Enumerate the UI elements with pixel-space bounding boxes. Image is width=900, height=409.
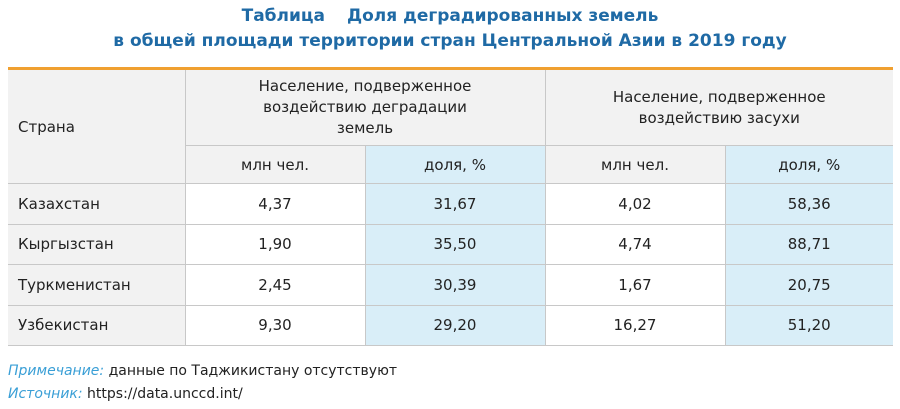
- note-label: Примечание:: [8, 363, 105, 379]
- title-text: Доля деградированных земель: [346, 6, 659, 26]
- country-cell: Узбекистан: [8, 305, 185, 346]
- table-cell: 35,50: [364, 224, 545, 265]
- note-text: данные по Таджикистану отсутствуют: [108, 363, 398, 379]
- country-cell: Казахстан: [8, 183, 185, 225]
- note: Примечание: данные по Таджикистану отсут…: [8, 360, 397, 383]
- header-text: Население, подверженное воздействию дегр…: [258, 77, 472, 137]
- table-row: Туркменистан 2,45 30,39 1,67 20,75: [8, 264, 893, 306]
- title-label: Таблица: [241, 6, 325, 26]
- note: Источник: https://data.unccd.int/: [8, 383, 397, 406]
- table-cell: 1,90: [184, 224, 365, 265]
- table-cell: 4,74: [544, 224, 725, 265]
- subheader-cell: млн чел.: [184, 145, 365, 184]
- notes: Примечание: данные по Таджикистану отсут…: [8, 360, 397, 406]
- header-text: Население, подверженное воздействию засу…: [612, 87, 826, 127]
- header-group: Население, подверженное воздействию засу…: [544, 68, 893, 146]
- country-cell: Кыргызстан: [8, 224, 185, 265]
- table-cell: 30,39: [364, 264, 545, 306]
- table-cell: 1,67: [544, 264, 725, 306]
- table: Страна Население, подверженное воздействи…: [8, 67, 893, 346]
- title-line: Таблица Доля деградированных земель: [0, 4, 900, 29]
- subheader-cell: млн чел.: [544, 145, 725, 184]
- table-cell: 20,75: [724, 264, 893, 306]
- table-cell: 51,20: [724, 305, 893, 346]
- table-cell: 16,27: [544, 305, 725, 346]
- header-cell: Страна: [8, 68, 185, 184]
- table-cell: 9,30: [184, 305, 365, 346]
- table-cell: 4,02: [544, 183, 725, 225]
- table-cell: 88,71: [724, 224, 893, 265]
- table-cell: 2,45: [184, 264, 365, 306]
- title: Таблица Доля деградированных земель в общ…: [0, 4, 900, 54]
- subheader-row: млн чел. доля, % млн чел. доля, %: [8, 145, 893, 184]
- table-cell: 58,36: [724, 183, 893, 225]
- title-line: в общей площади территории стран Централ…: [113, 31, 787, 51]
- subheader-cell: доля, %: [724, 145, 893, 184]
- table-cell: 29,20: [364, 305, 545, 346]
- note-label: Источник:: [8, 386, 83, 402]
- table-cell: 4,37: [184, 183, 365, 225]
- table-row: Кыргызстан 1,90 35,50 4,74 88,71: [8, 224, 893, 265]
- header-group: Население, подверженное воздействию дегр…: [184, 68, 545, 146]
- country-cell: Туркменистан: [8, 264, 185, 306]
- table-row: Узбекистан 9,30 29,20 16,27 51,20: [8, 305, 893, 346]
- note-text: https://data.unccd.int/: [87, 386, 243, 402]
- subheader-cell: доля, %: [364, 145, 545, 184]
- header-row: Страна Население, подверженное воздействи…: [8, 68, 893, 184]
- table-cell: 31,67: [364, 183, 545, 225]
- table-row: Казахстан 4,37 31,67 4,02 58,36: [8, 183, 893, 225]
